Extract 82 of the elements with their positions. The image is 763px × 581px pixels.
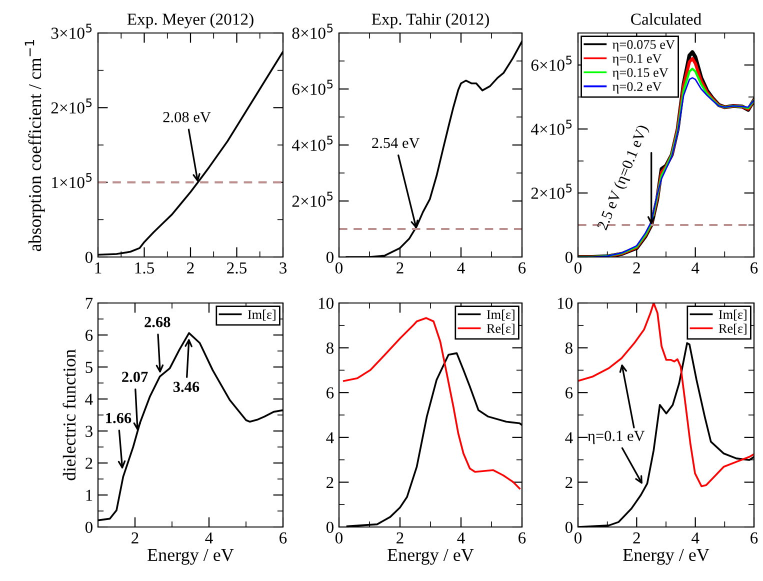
x-tick-label: 6 — [280, 532, 287, 544]
x-tick-label: 1.5 — [135, 262, 154, 274]
y-tick-label: 8 — [326, 342, 334, 354]
y-tick-label: 2 — [326, 476, 334, 488]
x-tick-label: 2 — [187, 262, 194, 274]
x-tick-label: 6 — [518, 532, 526, 544]
x-axis-title: Energy / eV — [148, 548, 234, 565]
y-tick-label: 2×10$^{5}$ — [292, 192, 333, 207]
y-tick-label: 4 — [85, 394, 93, 405]
x-tick-label: 2 — [396, 532, 404, 544]
x-tick-label: 3 — [280, 262, 287, 274]
y-tick-label: 2×10$^{5}$ — [531, 184, 572, 199]
x-axis-title: Energy / eV — [623, 548, 710, 565]
y-tick-label: 0 — [565, 252, 573, 263]
y-tick-label: 4×10$^{5}$ — [292, 136, 333, 151]
annotation: 2.5 eV (η=0.1 eV) — [596, 124, 651, 232]
legend-label: η=0.2 eV — [612, 82, 662, 94]
y-tick-label: 4 — [565, 432, 573, 444]
x-tick-label: 0 — [335, 532, 343, 544]
x-axis-title: Energy / eV — [388, 548, 474, 565]
x-tick-label: 4 — [691, 532, 700, 544]
x-tick-label: 4 — [457, 262, 465, 274]
x-tick-label: 2 — [633, 262, 640, 274]
annotation: 2.68 — [144, 316, 170, 328]
y-tick-label: 6 — [326, 387, 334, 399]
annotation: 1.66 — [106, 412, 132, 424]
annotation: 2.08 eV — [163, 112, 211, 122]
y-tick-label: 6×10$^{5}$ — [531, 56, 572, 71]
y-tick-label: 3 — [86, 426, 92, 437]
y-tick-label: 0 — [326, 522, 334, 533]
chart-title: Calculated — [631, 13, 702, 25]
y-tick-label: 5 — [86, 362, 92, 373]
x-tick-label: 0 — [335, 262, 343, 274]
annotation: η=0.1 eV — [588, 430, 645, 444]
x-tick-label: 2.5 — [227, 262, 247, 274]
x-tick-label: 2 — [396, 262, 404, 274]
y-tick-label: 8 — [565, 342, 573, 354]
y-tick-label: 0 — [85, 252, 93, 263]
y-tick-label: 6 — [86, 330, 93, 341]
x-tick-label: 1 — [95, 262, 102, 274]
chart-title: Exp. Tahir (2012) — [372, 13, 489, 28]
y-tick-label: 0 — [565, 522, 573, 533]
legend-label: Im[ε] — [248, 310, 276, 321]
x-tick-label: 4 — [205, 532, 213, 544]
x-tick-label: 6 — [518, 262, 526, 274]
legend-label: Im[ε] — [486, 310, 514, 321]
y-tick-label: 7 — [86, 298, 93, 309]
chart-title: Exp. Meyer (2012) — [127, 13, 254, 28]
legend-label: η=0.1 eV — [612, 54, 662, 66]
x-tick-label: 0 — [574, 262, 582, 274]
y-tick-label: 3×10$^{5}$ — [51, 24, 92, 39]
annotation: 2.54 eV — [372, 138, 420, 148]
legend-label: η=0.15 eV — [612, 68, 668, 80]
x-tick-label: 2 — [633, 532, 640, 544]
legend-label: Re[ε] — [486, 324, 514, 335]
y-tick-label: 8×10$^{5}$ — [292, 24, 333, 39]
y-tick-label: 0 — [85, 522, 93, 533]
x-tick-label: 4 — [457, 532, 465, 544]
y-tick-label: 2 — [86, 458, 92, 469]
y-tick-label: 10 — [318, 298, 334, 309]
legend-label: η=0.075 eV — [612, 40, 675, 52]
x-tick-label: 0 — [574, 532, 582, 544]
x-tick-label: 6 — [750, 262, 758, 274]
y-tick-label: 2 — [566, 476, 572, 488]
y-tick-label: 1×10$^{5}$ — [52, 173, 92, 188]
y-tick-label: 2×10$^{5}$ — [51, 98, 92, 114]
legend-label: Re[ε] — [718, 324, 746, 335]
y-axis-title: dielectric function — [62, 349, 76, 480]
y-tick-label: 1 — [86, 490, 92, 501]
y-tick-label: 6×10$^{5}$ — [292, 80, 333, 95]
x-tick-label: 6 — [750, 532, 758, 544]
y-tick-label: 6 — [566, 387, 573, 399]
x-tick-label: 2 — [132, 532, 138, 544]
y-axis-title: absorption coefficient / cm$^{−1}$ — [24, 40, 45, 252]
y-tick-label: 0 — [326, 252, 334, 263]
annotation: 2.07 — [122, 372, 148, 382]
x-tick-label: 4 — [691, 262, 700, 274]
annotation: 3.46 — [173, 382, 200, 392]
y-tick-label: 4 — [326, 432, 334, 444]
legend-label: Im[ε] — [718, 310, 746, 321]
y-tick-label: 10 — [558, 298, 573, 309]
y-tick-label: 4×10$^{5}$ — [530, 120, 572, 135]
